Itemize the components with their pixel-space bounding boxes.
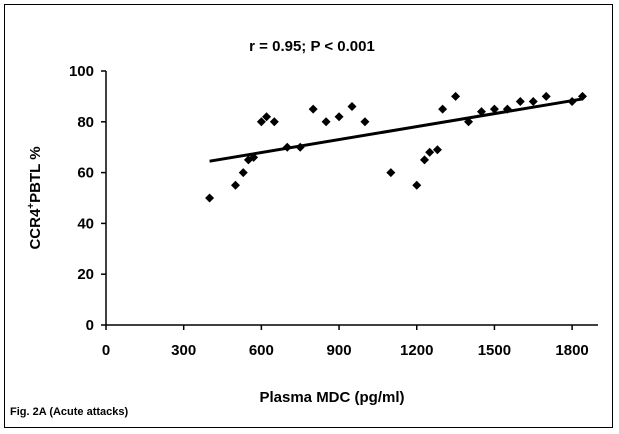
data-point-diamond [282, 142, 292, 152]
trend-line [209, 97, 583, 163]
data-point-diamond [528, 96, 538, 106]
x-tick-label: 1500 [478, 342, 511, 359]
y-axis-title: CCR4+PBTL % [26, 146, 44, 249]
data-point-diamond [464, 117, 474, 127]
data-point-diamond [567, 96, 577, 106]
data-points [205, 91, 587, 203]
data-point-diamond [420, 155, 430, 165]
x-axis-ticks: 0 300 600 900 1200 1500 1800 [102, 325, 589, 359]
data-point-diamond [262, 112, 272, 122]
data-point-diamond [321, 117, 331, 127]
data-point-diamond [502, 104, 512, 114]
data-point-diamond [205, 193, 215, 203]
x-tick-label: 0 [102, 342, 110, 359]
figure-caption: Fig. 2A (Acute attacks) [10, 406, 129, 418]
x-tick-label: 300 [171, 342, 196, 359]
y-axis-title-main: CCR4 [27, 208, 44, 249]
data-point-diamond [515, 96, 525, 106]
data-point-diamond [249, 152, 259, 162]
data-point-diamond [577, 91, 587, 101]
chart-title: r = 0.95; P < 0.001 [249, 38, 375, 55]
y-tick-label: 60 [77, 165, 94, 182]
x-tick-label: 1800 [555, 342, 588, 359]
data-point-diamond [425, 147, 435, 157]
data-point-diamond [541, 91, 551, 101]
y-axis-ticks: 0 20 40 60 80 100 [69, 63, 106, 334]
data-point-diamond [438, 104, 448, 114]
data-point-diamond [256, 117, 266, 127]
x-axis-title: Plasma MDC (pg/ml) [259, 389, 404, 406]
data-point-diamond [476, 107, 486, 117]
y-tick-label: 40 [77, 215, 94, 232]
data-point-diamond [308, 104, 318, 114]
y-tick-label: 100 [69, 63, 94, 80]
data-point-diamond [238, 168, 248, 178]
y-axis-title-sup: + [26, 203, 37, 209]
data-point-diamond [386, 168, 396, 178]
data-point-diamond [295, 142, 305, 152]
x-tick-label: 1200 [400, 342, 433, 359]
data-point-diamond [432, 145, 442, 155]
data-point-diamond [360, 117, 370, 127]
x-tick-label: 900 [327, 342, 352, 359]
data-point-diamond [230, 180, 240, 190]
data-point-diamond [412, 180, 422, 190]
y-tick-label: 0 [86, 317, 94, 334]
data-point-diamond [451, 91, 461, 101]
data-point-diamond [269, 117, 279, 127]
y-tick-label: 20 [77, 266, 94, 283]
data-point-diamond [489, 104, 499, 114]
y-tick-label: 80 [77, 114, 94, 131]
y-axis-title-tail: PBTL % [27, 146, 44, 202]
data-point-diamond [347, 102, 357, 112]
x-tick-label: 600 [249, 342, 274, 359]
data-point-diamond [334, 112, 344, 122]
